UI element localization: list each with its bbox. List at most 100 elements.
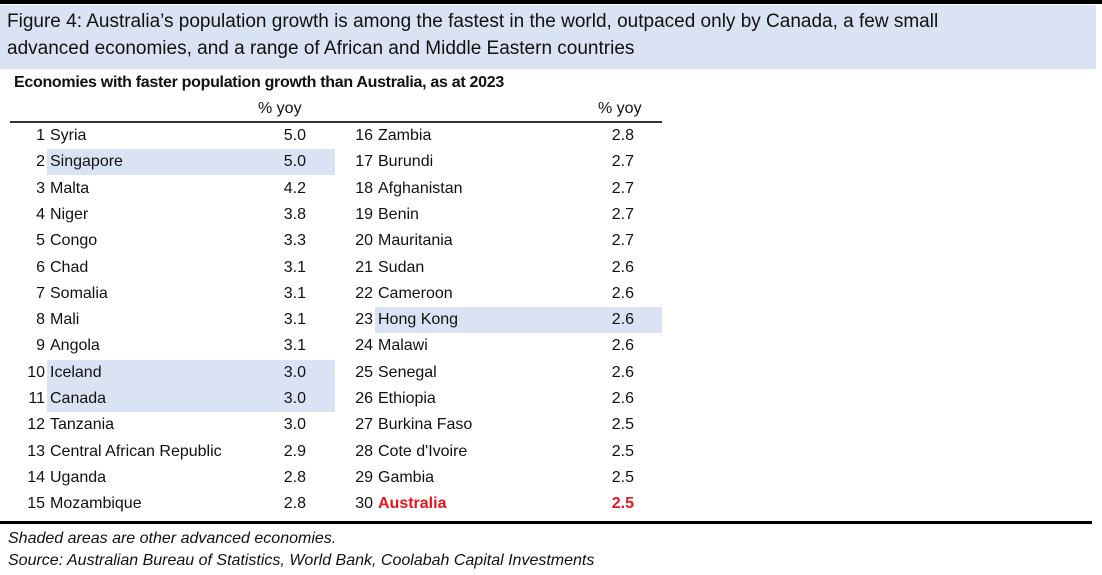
value-cell: 2.7	[611, 232, 634, 250]
economy-cell: Mozambique	[50, 495, 142, 513]
economy-cell: Benin	[378, 205, 419, 223]
figure-title-line-2: advanced economies, and a range of Afric…	[7, 38, 635, 59]
value-cell: 2.5	[611, 495, 634, 513]
table-row: 15 Mozambique 2.8	[0, 491, 340, 517]
economy-cell: Malta	[50, 179, 90, 197]
economy-cell: Syria	[50, 127, 87, 144]
economy-cell: Malawi	[378, 337, 428, 355]
value-cell: 3.1	[283, 311, 306, 329]
rank-cell: 13	[27, 442, 45, 460]
table-row: 5 Congo 3.3	[0, 228, 340, 254]
rank-cell: 11	[28, 390, 45, 407]
economy-cell: Angola	[50, 337, 100, 355]
value-cell: 2.7	[611, 205, 634, 223]
rank-cell: 24	[355, 337, 373, 355]
rank-cell: 12	[27, 416, 45, 434]
value-cell: 2.6	[611, 337, 634, 355]
rank-cell: 1	[36, 127, 45, 144]
economy-cell: Iceland	[50, 363, 102, 381]
value-cell: 5.0	[283, 127, 306, 144]
rank-cell: 6	[36, 258, 45, 276]
economy-cell: Cote d'Ivoire	[378, 442, 468, 460]
rank-cell: 21	[355, 258, 373, 276]
economy-cell: Singapore	[50, 153, 123, 171]
table-row: 26 Ethiopia 2.6	[328, 386, 668, 412]
rank-cell: 27	[355, 416, 373, 434]
table-row: 19 Benin 2.7	[328, 202, 668, 228]
economy-cell: Tanzania	[50, 416, 115, 434]
header-rule	[10, 121, 662, 123]
table-row: 2 Singapore 5.0	[0, 149, 340, 176]
value-cell: 2.5	[611, 442, 634, 460]
economy-cell: Hong Kong	[378, 311, 459, 329]
economy-cell: Afghanistan	[378, 179, 463, 197]
economy-cell: Sudan	[378, 258, 425, 276]
value-cell: 2.6	[611, 311, 634, 329]
table-row: 22 Cameroon 2.6	[328, 281, 668, 307]
value-cell: 2.6	[611, 363, 634, 381]
economy-cell: Uganda	[50, 468, 107, 486]
economy-cell: Australia	[378, 495, 447, 513]
value-cell: 2.9	[283, 442, 306, 460]
economy-cell: Canada	[50, 390, 107, 407]
value-cell: 4.2	[283, 179, 306, 197]
rank-cell: 22	[355, 284, 373, 302]
value-cell: 2.8	[611, 127, 634, 144]
economy-cell: Mauritania	[378, 232, 453, 250]
table-row: 4 Niger 3.8	[0, 202, 340, 228]
column-header-left: % yoy	[258, 100, 302, 117]
economy-cell: Congo	[50, 232, 98, 250]
economy-cell: Chad	[50, 258, 89, 276]
table-row: 9 Angola 3.1	[0, 333, 340, 359]
table-row: 20 Mauritania 2.7	[328, 228, 668, 254]
economy-cell: Senegal	[378, 363, 437, 381]
value-cell: 2.6	[611, 390, 634, 407]
rank-cell: 7	[36, 284, 45, 302]
economy-cell: Niger	[50, 205, 89, 223]
rank-cell: 10	[27, 363, 45, 381]
value-cell: 2.5	[611, 468, 634, 486]
rank-cell: 26	[355, 390, 373, 407]
rank-cell: 8	[36, 311, 45, 329]
value-cell: 3.8	[283, 205, 306, 223]
rank-cell: 30	[355, 495, 373, 513]
table-row: 14 Uganda 2.8	[0, 465, 340, 491]
table-row: 11 Canada 3.0	[0, 386, 340, 412]
value-cell: 2.5	[611, 416, 634, 434]
rank-cell: 23	[355, 311, 373, 329]
table-row: 29 Gambia 2.5	[328, 465, 668, 491]
table-row: 16 Zambia 2.8	[328, 123, 668, 149]
table-row: 27 Burkina Faso 2.5	[328, 412, 668, 438]
rank-cell: 5	[36, 232, 45, 250]
advanced-economy-shade	[375, 307, 662, 334]
economy-cell: Burundi	[378, 153, 434, 171]
economy-cell: Mali	[50, 311, 80, 329]
rank-cell: 9	[36, 337, 45, 355]
table-row: 23 Hong Kong 2.6	[328, 307, 668, 334]
economy-cell: Zambia	[378, 127, 432, 144]
economy-cell: Cameroon	[378, 284, 453, 302]
value-cell: 3.0	[283, 390, 306, 407]
table-row: 30 Australia 2.5	[328, 491, 668, 517]
table-row: 6 Chad 3.1	[0, 255, 340, 281]
value-cell: 2.7	[611, 179, 634, 197]
table-row: 12 Tanzania 3.0	[0, 412, 340, 438]
advanced-economy-shade	[47, 386, 335, 412]
rank-cell: 20	[355, 232, 373, 250]
economy-cell: Central African Republic	[50, 442, 222, 460]
top-rule	[0, 0, 1102, 4]
economy-cell: Gambia	[378, 468, 435, 486]
rank-cell: 25	[355, 363, 373, 381]
value-cell: 3.0	[283, 363, 306, 381]
value-cell: 5.0	[283, 153, 306, 171]
value-cell: 3.1	[283, 337, 306, 355]
value-cell: 2.6	[611, 284, 634, 302]
table-row: 24 Malawi 2.6	[328, 333, 668, 359]
value-cell: 3.1	[283, 258, 306, 276]
figure-title-line-1: Figure 4: Australia’s population growth …	[7, 11, 939, 32]
table-row: 21 Sudan 2.6	[328, 255, 668, 281]
bottom-rule	[0, 521, 1092, 524]
value-cell: 2.8	[283, 495, 306, 513]
shading-note: Shaded areas are other advanced economie…	[8, 530, 337, 547]
economy-cell: Burkina Faso	[378, 416, 473, 434]
